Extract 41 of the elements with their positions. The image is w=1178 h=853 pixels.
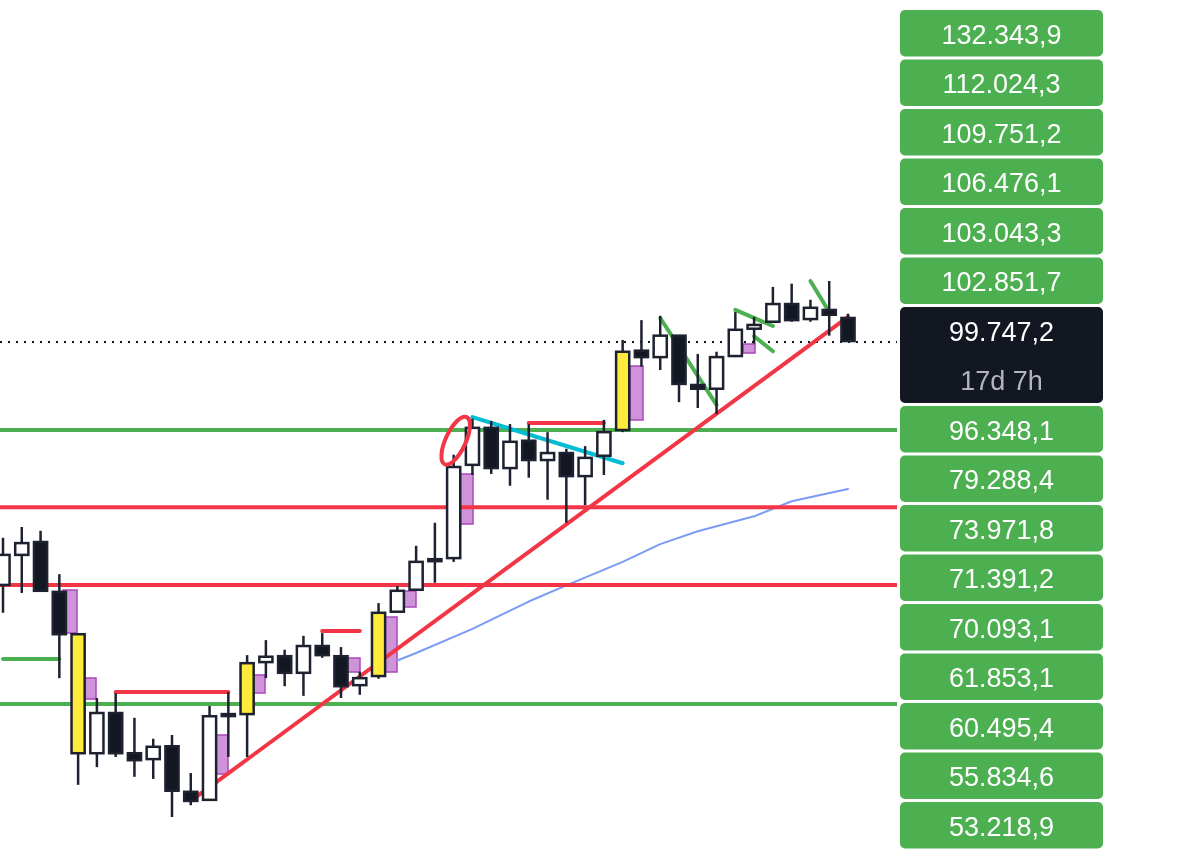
candlestick <box>539 430 556 501</box>
candlestick <box>314 631 331 660</box>
text: 61.853,1 <box>948 663 1055 694</box>
text: 106.476,1 <box>941 168 1062 199</box>
candlestick <box>351 670 368 697</box>
text: 79.288,4 <box>948 465 1055 496</box>
candlestick <box>783 282 800 323</box>
candlestick <box>577 444 593 507</box>
candlestick <box>13 525 30 595</box>
text: 103.043,3 <box>941 217 1062 248</box>
text: 109.751,2 <box>941 118 1062 149</box>
text: 96.348,1 <box>948 415 1055 446</box>
candlestick <box>220 690 237 759</box>
text: 71.391,2 <box>948 564 1055 595</box>
candlestick <box>126 716 143 779</box>
candlestick <box>633 318 650 369</box>
candlestick <box>765 285 781 323</box>
candlestick <box>258 638 274 680</box>
candlestick <box>520 422 537 479</box>
text: 17d 7h <box>960 366 1043 397</box>
text: 112.024,3 <box>942 69 1061 100</box>
candlestick <box>427 521 443 585</box>
candlestick <box>689 352 706 410</box>
candlestick <box>596 418 612 477</box>
text: 102.851,7 <box>941 267 1062 298</box>
candlestick <box>746 315 762 345</box>
candlestick <box>389 584 406 615</box>
candlestick <box>652 314 669 372</box>
text: 70.093,1 <box>948 613 1055 644</box>
candlestick <box>145 737 162 781</box>
candlestick <box>802 298 819 323</box>
text: 60.495,4 <box>948 712 1055 743</box>
text: 73.971,8 <box>948 514 1055 545</box>
text: 55.834,6 <box>948 762 1055 793</box>
text: 132.343,9 <box>941 19 1062 50</box>
candlestick <box>276 648 293 688</box>
candlestick <box>558 447 575 524</box>
text: 99.747,2 <box>948 316 1055 347</box>
candlestick <box>182 771 199 807</box>
candlestick <box>821 279 838 337</box>
text: 53.218,9 <box>948 811 1055 842</box>
